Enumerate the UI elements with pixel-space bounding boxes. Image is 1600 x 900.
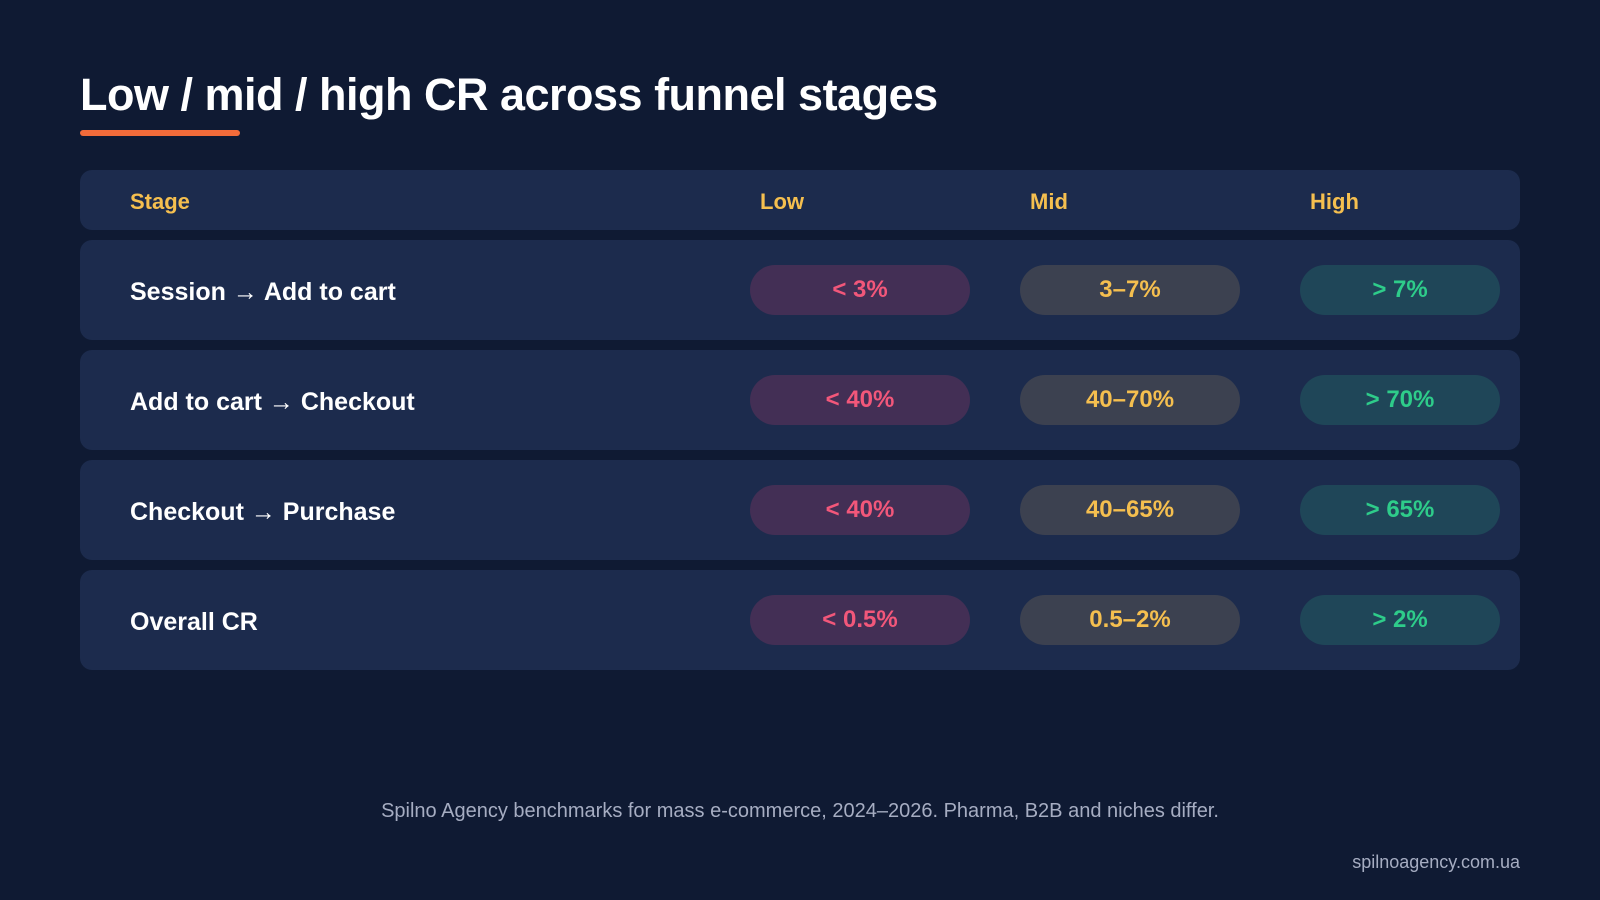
stage-label: Add to cart → Checkout (130, 388, 415, 416)
mid-value-pill: 40–70% (1020, 375, 1240, 425)
table-header-row: Stage Low Mid High (80, 170, 1520, 230)
mid-value-pill: 0.5–2% (1020, 595, 1240, 645)
benchmark-table: Stage Low Mid High Session → Add to cart… (80, 170, 1520, 670)
mid-value-pill: 3–7% (1020, 265, 1240, 315)
low-value-pill: < 40% (750, 375, 970, 425)
low-value-pill: < 0.5% (750, 595, 970, 645)
site-url[interactable]: spilnoagency.com.ua (1352, 852, 1520, 872)
table-row: Add to cart → Checkout < 40% 40–70% > 70… (80, 350, 1520, 450)
table-row: Overall CR < 0.5% 0.5–2% > 2% (80, 570, 1520, 670)
stage-label: Overall CR (130, 608, 258, 636)
table-row: Session → Add to cart < 3% 3–7% > 7% (80, 240, 1520, 340)
high-value-pill: > 70% (1300, 375, 1500, 425)
footnote: Spilno Agency benchmarks for mass e-comm… (381, 800, 1219, 822)
high-value-pill: > 2% (1300, 595, 1500, 645)
header-mid: Mid (1030, 189, 1068, 214)
high-value-pill: > 65% (1300, 485, 1500, 535)
stage-label: Session → Add to cart (130, 278, 396, 306)
high-value-pill: > 7% (1300, 265, 1500, 315)
header-high: High (1310, 189, 1359, 214)
page-title: Low / mid / high CR across funnel stages (80, 69, 938, 120)
mid-value-pill: 40–65% (1020, 485, 1240, 535)
stage-label: Checkout → Purchase (130, 498, 396, 526)
header-low: Low (760, 189, 804, 214)
low-value-pill: < 3% (750, 265, 970, 315)
header-stage: Stage (130, 189, 190, 214)
low-value-pill: < 40% (750, 485, 970, 535)
title-underline (80, 130, 240, 136)
table-row: Checkout → Purchase < 40% 40–65% > 65% (80, 460, 1520, 560)
